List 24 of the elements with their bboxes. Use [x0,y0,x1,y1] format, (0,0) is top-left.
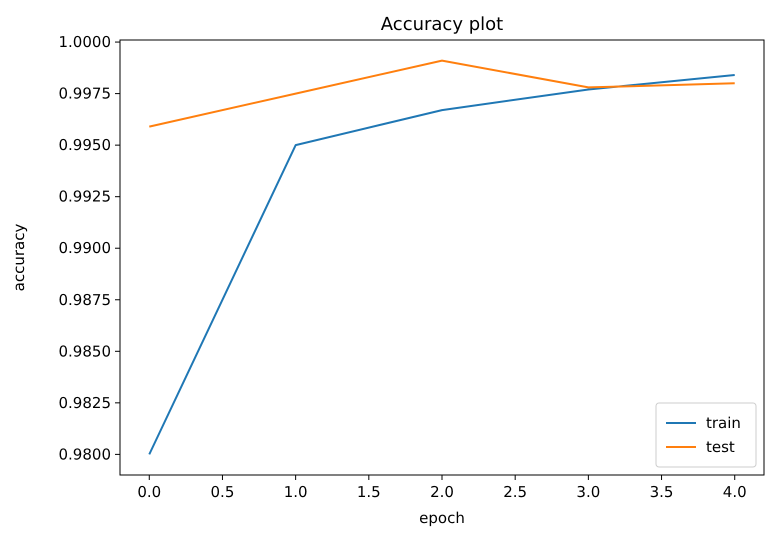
x-tick-label: 3.5 [650,483,674,501]
x-tick-label: 2.5 [503,483,528,501]
y-axis-title: accuracy [10,224,28,292]
x-tick-label: 1.5 [356,483,381,501]
y-tick-label: 0.9975 [58,84,111,103]
x-tick-label: 4.0 [722,483,747,501]
legend-label: train [706,414,741,432]
y-tick-label: 0.9825 [58,394,111,412]
y-tick-label: 0.9900 [58,239,111,258]
y-tick-label: 0.9850 [58,342,111,360]
x-axis-title: epoch [419,509,465,527]
y-tick-label: 0.9925 [58,188,111,206]
y-tick-label: 1.0000 [58,33,111,52]
x-tick-label: 3.0 [576,483,600,501]
y-tick-label: 0.9800 [58,445,111,464]
x-tick-label: 0.0 [137,483,162,501]
y-tick-label: 0.9875 [58,290,111,309]
legend-label: test [706,438,735,456]
x-tick-label: 1.0 [284,483,308,501]
line-series [148,60,736,128]
chart-title: Accuracy plot [380,14,504,35]
x-tick-label: 2.0 [430,483,454,501]
x-tick-label: 0.5 [210,483,234,501]
y-tick-label: 0.9950 [58,136,111,154]
